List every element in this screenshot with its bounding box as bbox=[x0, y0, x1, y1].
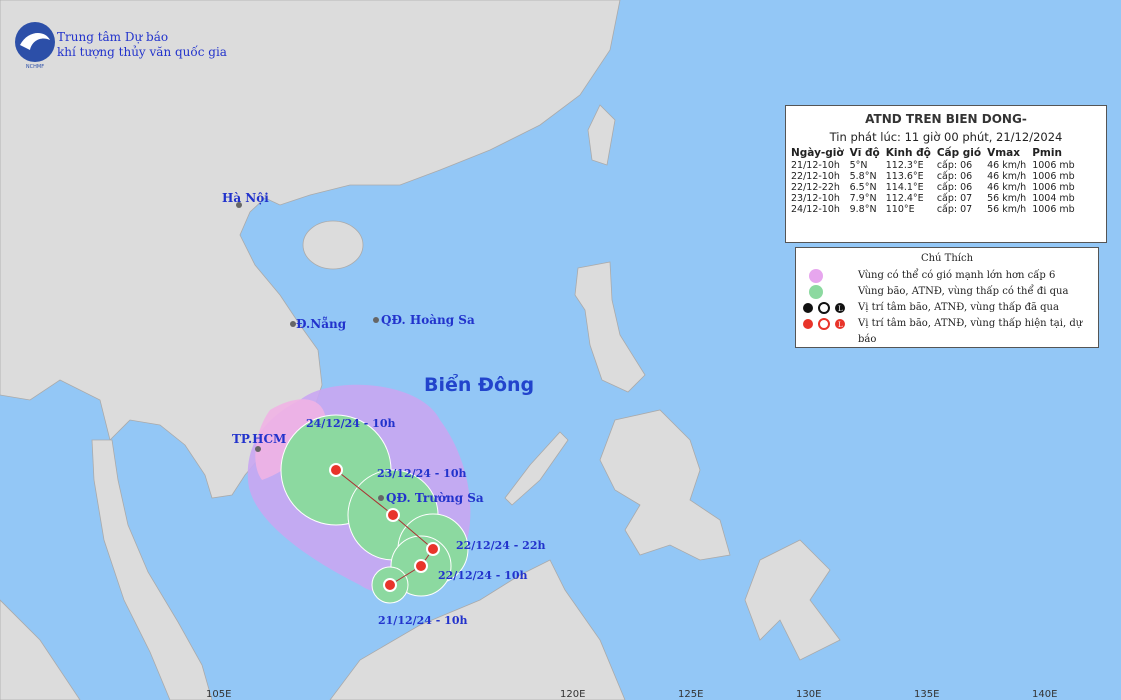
issued-time: Tin phát lúc: 11 giờ 00 phút, 21/12/2024 bbox=[829, 130, 1063, 144]
table-cell: 46 km/h bbox=[987, 171, 1027, 182]
table-cell: 110°E bbox=[885, 204, 915, 215]
table-cell: 1006 mb bbox=[1032, 171, 1075, 182]
land bbox=[0, 0, 841, 700]
legend-item: L Vị trí tâm bão, ATNĐ, vùng thấp hiện tạ… bbox=[796, 316, 1098, 345]
table-cell: cấp: 07 bbox=[936, 204, 973, 215]
table-row: 23/12-10h 7.9°N 112.4°E cấp: 07 56 km/h 1004 … bbox=[791, 193, 1081, 204]
table-cell: 46 km/h bbox=[987, 160, 1027, 171]
table-cell: cấp: 07 bbox=[936, 193, 973, 204]
table-row: 21/12-10h 5°N 112.3°E cấp: 06 46 km/h 1006 mb bbox=[791, 160, 1081, 171]
legend-box: Chú Thích Vùng có thể có gió mạnh lớn hơ… bbox=[795, 247, 1099, 348]
track-label: 21/12/24 - 10h bbox=[378, 614, 468, 627]
track-label: 22/12/24 - 10h bbox=[438, 569, 528, 582]
table-row: 22/12-22h 6.5°N 114.1°E cấp: 06 46 km/h 1006 … bbox=[791, 182, 1081, 193]
track-label: 24/12/24 - 10h bbox=[306, 417, 396, 430]
table-cell: 1006 mb bbox=[1032, 160, 1075, 171]
table-cell: 22/12-10h bbox=[791, 171, 840, 182]
svg-text:L: L bbox=[838, 321, 843, 329]
table-cell: 24/12-10h bbox=[791, 204, 840, 215]
lon-label: 140E bbox=[1032, 689, 1057, 700]
org-name: Trung tâm Dự báo bbox=[57, 30, 168, 44]
table-cell: cấp: 06 bbox=[936, 160, 973, 171]
table-cell: 1004 mb bbox=[1032, 193, 1075, 204]
column-header: Vĩ độ bbox=[849, 147, 880, 159]
table-row: 24/12-10h 9.8°N 110°E cấp: 07 56 km/h 1006 mb bbox=[791, 204, 1081, 215]
svg-text:L: L bbox=[838, 305, 843, 313]
column-header: Pmin bbox=[1032, 147, 1062, 159]
table-cell: 6.5°N bbox=[849, 182, 877, 193]
lon-label: 135E bbox=[914, 689, 939, 700]
table-cell: 56 km/h bbox=[987, 204, 1027, 215]
table-cell: cấp: 06 bbox=[936, 171, 973, 182]
legend-item: Vùng có thể có gió mạnh lớn hơn cấp 6 bbox=[796, 268, 1098, 284]
logo-text: NCHMF bbox=[26, 64, 44, 70]
lon-label: 105E bbox=[206, 689, 231, 700]
org-name: khí tượng thủy văn quốc gia bbox=[57, 44, 227, 59]
table-cell: 5°N bbox=[849, 160, 868, 171]
table-cell: 7.9°N bbox=[849, 193, 877, 204]
table-cell: cấp: 06 bbox=[936, 182, 973, 193]
lon-label: 130E bbox=[796, 689, 821, 700]
table-cell: 22/12-22h bbox=[791, 182, 840, 193]
lon-label: 120E bbox=[560, 689, 585, 700]
column-header: Kinh độ bbox=[885, 147, 931, 159]
column-header: Vmax bbox=[987, 147, 1021, 159]
track-label: 23/12/24 - 10h bbox=[377, 467, 467, 480]
table-row: 22/12-10h 5.8°N 113.6°E cấp: 06 46 km/h 1006 … bbox=[791, 171, 1081, 182]
place-label: QĐ. Trường Sa bbox=[386, 491, 484, 505]
table-cell: 113.6°E bbox=[885, 171, 924, 182]
legend-text: Vùng bão, ATNĐ, vùng thấp có thể đi qua bbox=[858, 286, 1069, 297]
legend-item: Vùng bão, ATNĐ, vùng thấp có thể đi qua bbox=[796, 284, 1098, 300]
place-label: TP.HCM bbox=[232, 432, 286, 446]
lon-label: 125E bbox=[678, 689, 703, 700]
legend-icon bbox=[809, 269, 823, 283]
table-cell: 21/12-10h bbox=[791, 160, 840, 171]
place-label: QĐ. Hoàng Sa bbox=[381, 313, 475, 327]
bulletin-box: ATND TREN BIEN DONG- Tin phát lúc: 11 gi… bbox=[785, 105, 1107, 243]
logo: NCHMF bbox=[15, 22, 55, 70]
legend-text: Vị trí tâm bão, ATNĐ, vùng thấp hiện tại… bbox=[858, 318, 1083, 345]
table-cell: 23/12-10h bbox=[791, 193, 840, 204]
legend-icon bbox=[809, 285, 823, 299]
place-dots bbox=[236, 202, 384, 501]
legend-text: Vị trí tâm bão, ATNĐ, vùng thấp đã qua bbox=[858, 302, 1059, 313]
column-header: Ngày-giờ bbox=[791, 147, 844, 159]
legend-text: Vùng có thể có gió mạnh lớn hơn cấp 6 bbox=[858, 270, 1056, 281]
place-label: Hà Nội bbox=[222, 191, 269, 205]
table-cell: 5.8°N bbox=[849, 171, 877, 182]
legend-item: L Vị trí tâm bão, ATNĐ, vùng thấp đã qua bbox=[796, 300, 1098, 316]
track-label: 22/12/24 - 22h bbox=[456, 539, 546, 552]
sea-label: Biển Đông bbox=[424, 373, 534, 396]
table-cell: 114.1°E bbox=[885, 182, 924, 193]
table-cell: 112.3°E bbox=[885, 160, 924, 171]
table-cell: 56 km/h bbox=[987, 193, 1027, 204]
table-cell: 1006 mb bbox=[1032, 204, 1075, 215]
table-cell: 9.8°N bbox=[849, 204, 877, 215]
table-cell: 1006 mb bbox=[1032, 182, 1075, 193]
track-points bbox=[329, 463, 440, 592]
legend-title: Chú Thích bbox=[920, 253, 974, 264]
column-header: Cấp gió bbox=[936, 147, 982, 159]
place-label: Đ.Nẵng bbox=[296, 316, 347, 331]
bulletin-title: ATND TREN BIEN DONG- bbox=[865, 112, 1027, 126]
legend-icon: L bbox=[803, 318, 845, 330]
legend-icon: L bbox=[803, 302, 845, 314]
table-cell: 112.4°E bbox=[885, 193, 924, 204]
table-cell: 46 km/h bbox=[987, 182, 1027, 193]
forecast-table: Ngày-giờ Vĩ độ Kinh độ Cấp gió Vmax Pmin 21/12… bbox=[791, 147, 1081, 215]
